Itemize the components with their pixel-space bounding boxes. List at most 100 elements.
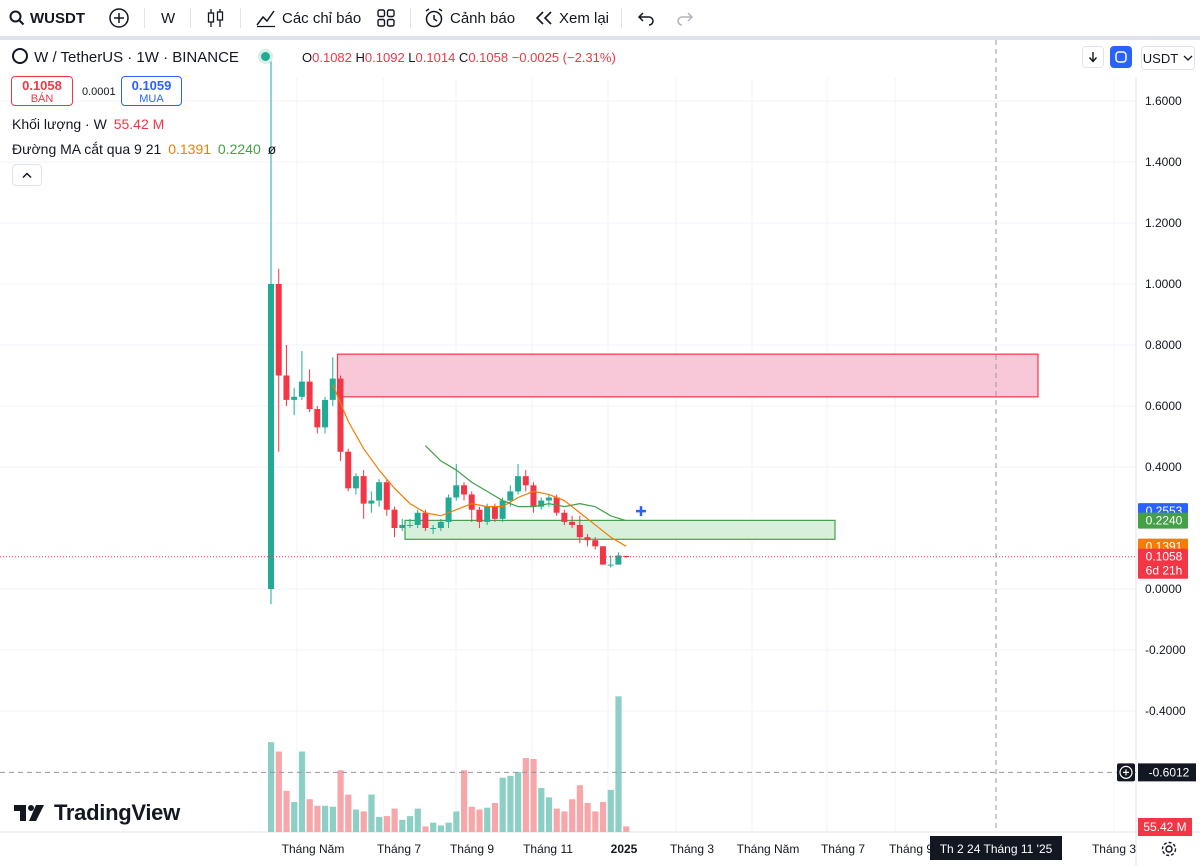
x-tick-label: Tháng 7: [821, 842, 865, 856]
candle-body: [275, 284, 282, 376]
symbol-title: W / TetherUS · 1W · BINANCE: [34, 49, 239, 66]
ma-fast-line: [332, 384, 627, 547]
candle-body: [491, 506, 498, 519]
low-key: L: [408, 50, 416, 65]
top-toolbar: WUSDT W Các chỉ báo: [0, 0, 1200, 40]
symbol-label: WUSDT: [30, 9, 85, 27]
layouts-button[interactable]: [376, 0, 396, 36]
rewind-icon: [535, 11, 552, 25]
sell-button[interactable]: 0.1058 BÁN: [11, 76, 73, 106]
redo-button[interactable]: [676, 0, 694, 36]
price-chart[interactable]: 1.6000 1.4000 1.2000 1.0000 0.8000 0.6000 0.40…: [0, 40, 1200, 866]
sync-button[interactable]: [1110, 46, 1132, 68]
volume-bar: [499, 777, 506, 832]
volume-bar: [298, 751, 306, 832]
symbol-search-button[interactable]: WUSDT: [8, 0, 85, 36]
candles: [268, 58, 630, 605]
x-tick-label: Tháng 7: [377, 842, 421, 856]
y-tick-label: 1.0000: [1145, 277, 1182, 291]
high-key: H: [355, 50, 365, 65]
y-tick-label: -0.4000: [1145, 704, 1186, 718]
currency-select[interactable]: USDT: [1141, 46, 1195, 70]
buy-button[interactable]: 0.1059 MUA: [121, 76, 182, 106]
alerts-label: Cảnh báo: [450, 9, 516, 27]
y-tick-label: 0.4000: [1145, 460, 1182, 474]
currency-label: USDT: [1142, 50, 1179, 66]
symbol-logo-icon: [12, 48, 28, 64]
x-tick-label: Tháng 3: [1092, 842, 1136, 856]
volume-legend-value: 55.42 M: [113, 116, 165, 132]
undo-button[interactable]: [637, 0, 655, 36]
open-key: O: [302, 50, 313, 65]
close-value: 0.1058: [468, 50, 509, 65]
price-label-box: [1138, 512, 1188, 529]
candle-body: [383, 482, 390, 510]
low-value: 0.1014: [415, 50, 456, 65]
grid-lines: [0, 78, 1200, 866]
tradingview-logo-icon: [14, 805, 44, 821]
tradingview-logo[interactable]: TradingView: [14, 800, 180, 826]
candle-body: [352, 476, 359, 489]
crosshair-price-label: -0.6012: [1149, 765, 1190, 779]
collapse-legend-button[interactable]: [12, 164, 42, 186]
ma-fast-value: 0.1391: [168, 141, 212, 157]
volume-bar: [584, 802, 591, 832]
candle-body: [268, 284, 274, 589]
volume-bar: [553, 808, 560, 832]
volume-bar: [314, 805, 321, 832]
candle-body: [545, 497, 552, 501]
volume-legend-label: Khối lượng · W: [12, 116, 107, 132]
x-tick-label: Tháng Năm: [737, 842, 800, 856]
chart-settings-button[interactable]: [1160, 840, 1178, 863]
y-tick-label: 1.6000: [1145, 94, 1182, 108]
interval-button[interactable]: W: [161, 0, 175, 36]
gear-icon: [1161, 841, 1177, 857]
volume-bar: [599, 802, 607, 832]
candle-body: [569, 521, 576, 525]
alerts-button[interactable]: Cảnh báo: [423, 0, 515, 36]
candle-body: [576, 524, 583, 538]
volume-bar: [399, 819, 406, 832]
volume-bar: [538, 788, 545, 832]
ma-legend[interactable]: Đường MA cắt qua 9 21 0.1391 0.2240 ø: [12, 141, 276, 157]
candle-body: [484, 506, 491, 522]
candle-body: [584, 537, 591, 541]
buy-label: MUA: [139, 93, 164, 105]
toolbar-divider: [621, 8, 622, 28]
volume-bar: [437, 825, 445, 832]
indicators-button[interactable]: Các chỉ báo: [255, 0, 361, 36]
volume-bar: [268, 742, 275, 832]
chart-type-button[interactable]: [206, 0, 226, 36]
candle-body: [406, 524, 413, 526]
price-label-text: 0.2240: [1146, 514, 1183, 528]
volume-bar: [507, 775, 514, 832]
candle-body: [599, 546, 606, 565]
replay-button[interactable]: Xem lại: [534, 0, 609, 36]
volume-bar: [337, 770, 344, 832]
open-value: 0.1082: [312, 50, 352, 65]
alarm-clock-icon: [425, 8, 443, 28]
ma-legend-label: Đường MA cắt qua 9 21: [12, 141, 162, 157]
volume-legend[interactable]: Khối lượng · W 55.42 M: [12, 116, 164, 132]
candle-body: [368, 500, 375, 504]
compare-add-button[interactable]: [108, 0, 130, 36]
volume-label-box: [1138, 818, 1192, 836]
sell-label: BÁN: [30, 93, 54, 105]
volume-bar: [561, 811, 568, 832]
x-tick-label: Tháng 3: [670, 842, 714, 856]
y-tick-label: 1.4000: [1145, 155, 1182, 169]
sell-price: 0.1058: [22, 78, 62, 93]
crosshair-date-label: Th 2 24 Tháng 11 '25: [940, 842, 1053, 856]
plus-circle-icon: [109, 8, 129, 28]
redo-icon: [677, 12, 694, 26]
candle-body: [322, 399, 329, 428]
scroll-down-button[interactable]: [1082, 46, 1104, 68]
volume-bar: [345, 794, 352, 832]
market-status-dot: [261, 52, 271, 61]
volume-bar: [352, 809, 360, 832]
candle-body: [422, 512, 429, 528]
plus-circle-icon: [1119, 765, 1133, 779]
y-tick-label: 0.6000: [1145, 399, 1182, 413]
volume-bar: [322, 805, 329, 832]
volume-bar: [476, 809, 483, 832]
